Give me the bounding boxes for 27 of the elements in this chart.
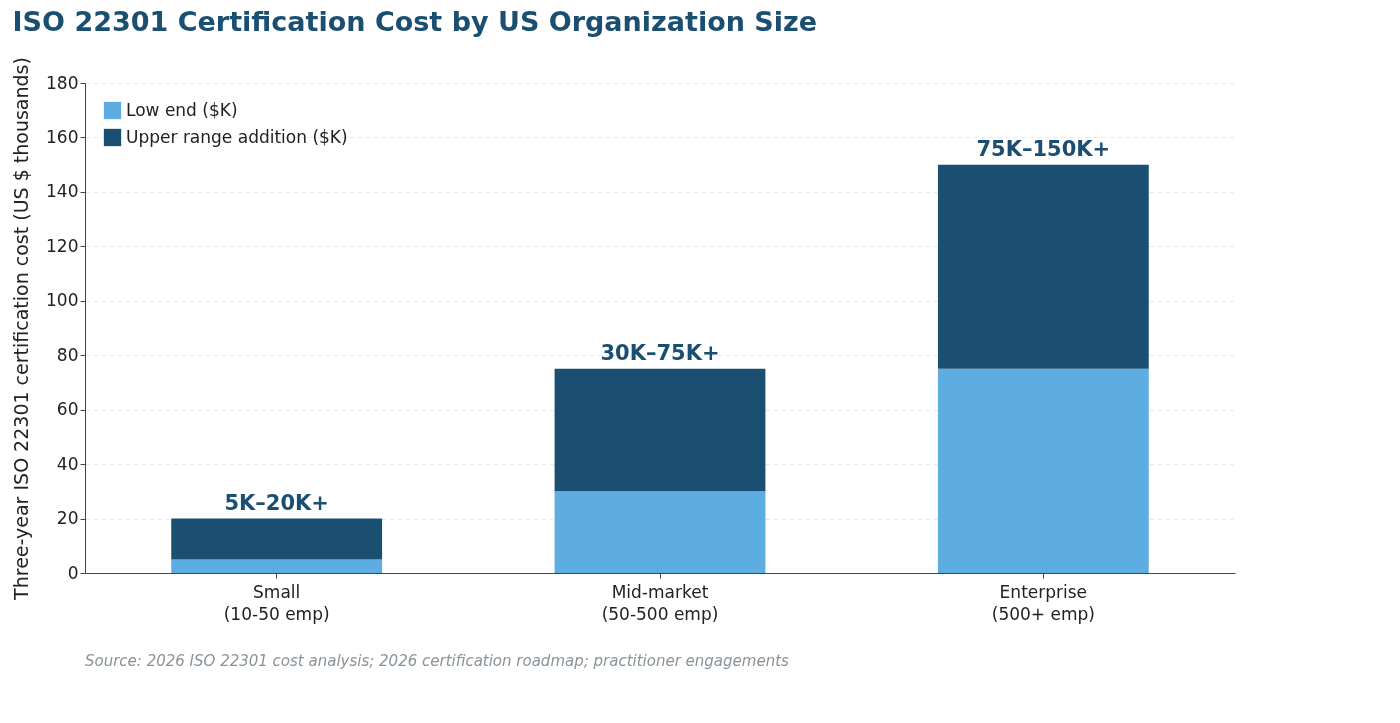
bar xyxy=(554,368,766,492)
x-tick-label: Small (10-50 emp) xyxy=(223,581,330,624)
bar xyxy=(937,164,1149,369)
bar xyxy=(937,368,1149,573)
y-tick-label: 80 xyxy=(56,344,79,365)
x-tick-label: Mid-market (50-500 emp) xyxy=(601,581,719,624)
y-tick-label: 40 xyxy=(56,453,79,474)
bar xyxy=(554,491,766,573)
x-tick-label: Enterprise (500+ emp) xyxy=(991,581,1095,624)
source-note: Source: 2026 ISO 22301 cost analysis; 2026 certification roadmap; practitioner engagements xyxy=(85,652,790,670)
y-axis-title: Three-year ISO 22301 certification cost (US $ thousands) xyxy=(10,57,33,601)
legend-label: Upper range addition ($K) xyxy=(126,126,348,147)
total-label: 75K–150K+ xyxy=(976,136,1111,161)
y-tick-label: 160 xyxy=(46,126,79,147)
total-label: 5K–20K+ xyxy=(224,490,329,515)
total-label: 30K–75K+ xyxy=(600,340,720,365)
legend-label: Low end ($K) xyxy=(126,99,238,120)
y-tick-label: 140 xyxy=(46,181,79,202)
y-tick-label: 120 xyxy=(46,235,79,256)
y-tick-label: 100 xyxy=(46,290,79,311)
bar xyxy=(171,559,383,573)
y-tick-label: 0 xyxy=(67,562,79,583)
y-tick-label: 60 xyxy=(56,399,79,420)
y-tick-label: 20 xyxy=(56,508,79,529)
chart-title: ISO 22301 Certification Cost by US Organization Size xyxy=(12,5,818,37)
bar xyxy=(171,518,383,560)
y-tick-label: 180 xyxy=(46,72,79,93)
